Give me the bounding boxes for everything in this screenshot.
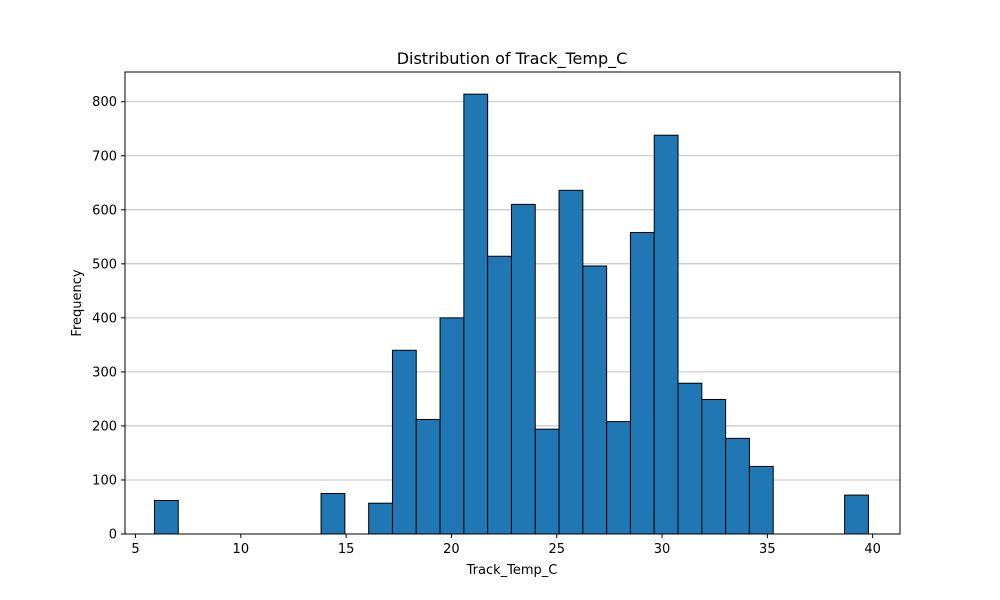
x-axis-label: Track_Temp_C: [466, 563, 558, 578]
histogram-bar-14: [487, 255, 512, 535]
x-tick-label-6: 35: [759, 542, 776, 557]
histogram-bar-17: [558, 189, 584, 535]
histogram-bar-11: [415, 418, 441, 535]
chart-title: Distribution of Track_Temp_C: [397, 49, 628, 69]
histogram-bar-20: [629, 231, 655, 535]
histogram-bar-12: [439, 317, 465, 535]
histogram-bar-21: [653, 134, 679, 535]
y-tick-label-7: 700: [92, 149, 117, 164]
x-tick-label-7: 40: [864, 542, 881, 557]
x-tick-label-2: 15: [338, 542, 355, 557]
x-tick-label-4: 25: [548, 542, 565, 557]
histogram-bar-18: [582, 265, 608, 535]
histogram-bar-0: [153, 499, 179, 535]
histogram-bar-7: [320, 492, 346, 535]
y-tick-label-4: 400: [92, 311, 117, 326]
y-tick-label-1: 100: [92, 473, 117, 488]
histogram-bar-22: [677, 382, 703, 535]
y-tick-label-0: 0: [109, 528, 117, 543]
histogram-bar-9: [368, 502, 393, 535]
histogram-bar-24: [725, 437, 750, 535]
histogram-bar-16: [534, 428, 560, 535]
histogram-bar-23: [701, 398, 727, 535]
x-tick-label-1: 10: [233, 542, 250, 557]
histogram-bar-25: [748, 465, 774, 535]
x-ticks: 5 10 15 20 25 30 35 40: [131, 534, 881, 557]
y-ticks: 0 100 200 300 400 500 600 700 800: [92, 95, 125, 543]
plot-frame: [124, 71, 901, 535]
y-tick-label-2: 200: [92, 419, 117, 434]
histogram-bar-13: [463, 93, 489, 535]
x-tick-label-5: 30: [654, 542, 671, 557]
histogram-bar-29: [844, 494, 869, 535]
y-tick-label-8: 800: [92, 95, 117, 110]
bars: [153, 93, 869, 535]
histogram-bar-19: [606, 421, 631, 535]
histogram-bar-15: [510, 203, 536, 535]
y-tick-label-3: 300: [92, 365, 117, 380]
y-axis-label: Frequency: [70, 269, 85, 336]
y-tick-label-6: 600: [92, 203, 117, 218]
x-tick-label-3: 20: [443, 542, 460, 557]
y-tick-label-5: 500: [92, 257, 117, 272]
x-tick-label-0: 5: [131, 542, 139, 557]
histogram-bar-10: [391, 349, 417, 535]
